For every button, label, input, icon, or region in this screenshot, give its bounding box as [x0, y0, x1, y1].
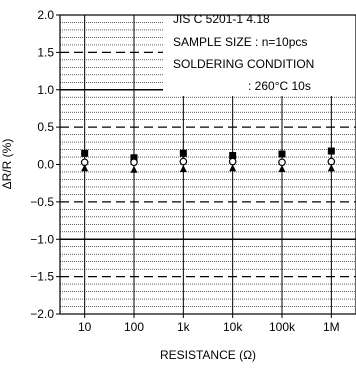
marker-square [229, 152, 237, 160]
y-tick-label: −1.0 [30, 232, 54, 246]
x-tick-label: 100k [269, 320, 296, 334]
annotation-line-1: JIS C 5201-1 4.18 [173, 12, 270, 26]
y-tick-labels: 2.0 1.5 1.0 0.5 0.0 −0.5 −1.0 −1.5 −2.0 [30, 8, 60, 321]
data-markers [80, 147, 336, 173]
marker-square [81, 149, 89, 157]
x-axis-title: RESISTANCE (Ω) [160, 348, 256, 362]
marker-square [327, 147, 335, 155]
y-axis-title: ΔR/R (%) [0, 139, 14, 190]
marker-triangle [327, 164, 335, 172]
x-tick-label: 100 [124, 320, 144, 334]
marker-triangle [229, 164, 237, 172]
annotation-box: JIS C 5201-1 4.18 SAMPLE SIZE : n=10pcs … [163, 3, 356, 96]
marker-circle [179, 157, 188, 166]
x-tick-label: 1M [323, 320, 340, 334]
x-tick-label: 10 [78, 320, 92, 334]
marker-circle [228, 157, 237, 166]
y-tick-label: 0.0 [37, 158, 54, 172]
y-tick-label: 0.5 [37, 120, 54, 134]
marker-circle [130, 158, 138, 167]
marker-triangle [81, 164, 89, 172]
x-tick-labels: 10 100 1k 10k 100k 1M [78, 314, 340, 334]
y-tick-label: 1.0 [37, 83, 54, 97]
marker-square [130, 154, 138, 162]
x-tick-label: 1k [177, 320, 191, 334]
marker-circle [327, 157, 336, 166]
annotation-line-2: SAMPLE SIZE : n=10pcs [173, 35, 307, 49]
marker-circle [278, 158, 286, 167]
x-tick-label: 10k [223, 320, 243, 334]
y-tick-label: −0.5 [30, 195, 54, 209]
y-tick-label: 2.0 [37, 8, 54, 22]
y-tick-label: 1.5 [37, 45, 54, 59]
marker-triangle [130, 165, 138, 173]
annotation-line-4: : 260°C 10s [248, 79, 311, 93]
marker-triangle [278, 164, 286, 172]
marker-square [179, 149, 187, 157]
marker-triangle [179, 164, 187, 172]
annotation-line-3: SOLDERING CONDITION [173, 57, 314, 71]
y-tick-label: −2.0 [30, 307, 54, 321]
marker-square [278, 150, 286, 158]
y-tick-label: −1.5 [30, 270, 54, 284]
annotation-background [163, 3, 356, 96]
